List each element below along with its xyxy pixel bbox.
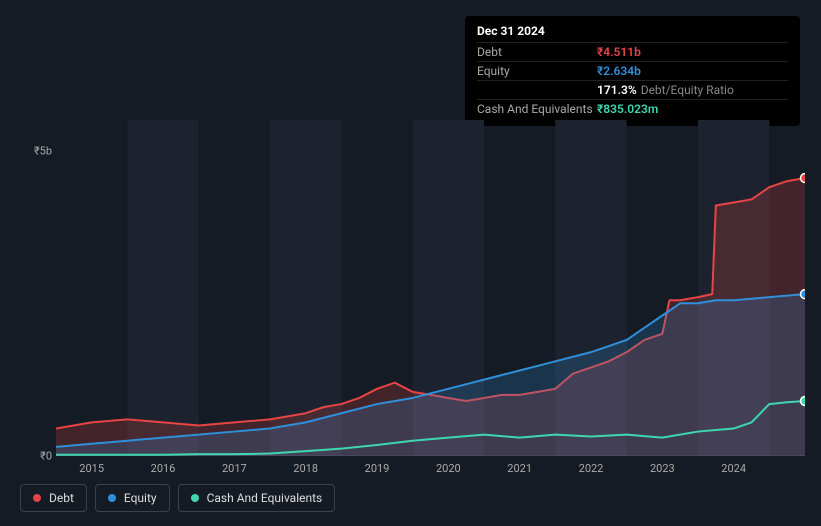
x-axis-label: 2020 <box>436 462 461 475</box>
x-axis-label: 2015 <box>79 462 104 475</box>
chart-svg <box>56 120 805 456</box>
chart-area: 2015201620172018201920202021202220232024… <box>16 120 805 456</box>
x-axis-label: 2017 <box>222 462 247 475</box>
x-axis-labels: 2015 2016 2017 2018 2019 2020 2021 2022 2023 2024 <box>56 462 805 478</box>
y-axis-label: ₹0 <box>16 450 52 463</box>
x-axis-label: 2018 <box>293 462 318 475</box>
legend-dot-icon <box>108 494 116 502</box>
tooltip-row-sub: Debt/Equity Ratio <box>641 83 734 97</box>
tooltip-row: 171.3% Debt/Equity Ratio <box>477 80 788 99</box>
x-axis-label: 2016 <box>151 462 176 475</box>
chart-tooltip: Dec 31 2024 Debt₹4.511bEquity₹2.634b171.… <box>465 16 800 126</box>
tooltip-rows: Debt₹4.511bEquity₹2.634b171.3%Debt/Equit… <box>477 42 788 118</box>
tooltip-date: Dec 31 2024 <box>477 24 788 38</box>
tooltip-row: Equity₹2.634b <box>477 61 788 80</box>
tooltip-row-label: Debt <box>477 45 597 59</box>
legend-item[interactable]: Cash And Equivalents <box>178 484 336 512</box>
legend-label: Debt <box>49 491 74 505</box>
legend-label: Cash And Equivalents <box>207 491 323 505</box>
legend-item[interactable]: Equity <box>95 484 170 512</box>
tooltip-row-value: 171.3% <box>597 83 637 97</box>
tooltip-row-value: ₹835.023m <box>597 102 658 116</box>
legend-label: Equity <box>124 491 157 505</box>
tooltip-row: Debt₹4.511b <box>477 42 788 61</box>
x-axis-label: 2021 <box>507 462 532 475</box>
tooltip-row-label: Cash And Equivalents <box>477 102 597 116</box>
y-axis-label: ₹5b <box>16 144 52 157</box>
chart-plot[interactable] <box>56 120 805 456</box>
tooltip-row-value: ₹4.511b <box>597 45 641 59</box>
x-axis-label: 2023 <box>650 462 675 475</box>
chart-legend: Debt Equity Cash And Equivalents <box>20 484 335 512</box>
tooltip-row-label: Equity <box>477 64 597 78</box>
tooltip-row-value: ₹2.634b <box>597 64 641 78</box>
legend-dot-icon <box>191 494 199 502</box>
legend-dot-icon <box>33 494 41 502</box>
legend-item[interactable]: Debt <box>20 484 87 512</box>
x-axis-label: 2019 <box>365 462 390 475</box>
tooltip-row: Cash And Equivalents₹835.023m <box>477 99 788 118</box>
x-axis-label: 2024 <box>721 462 746 475</box>
x-axis-label: 2022 <box>579 462 604 475</box>
